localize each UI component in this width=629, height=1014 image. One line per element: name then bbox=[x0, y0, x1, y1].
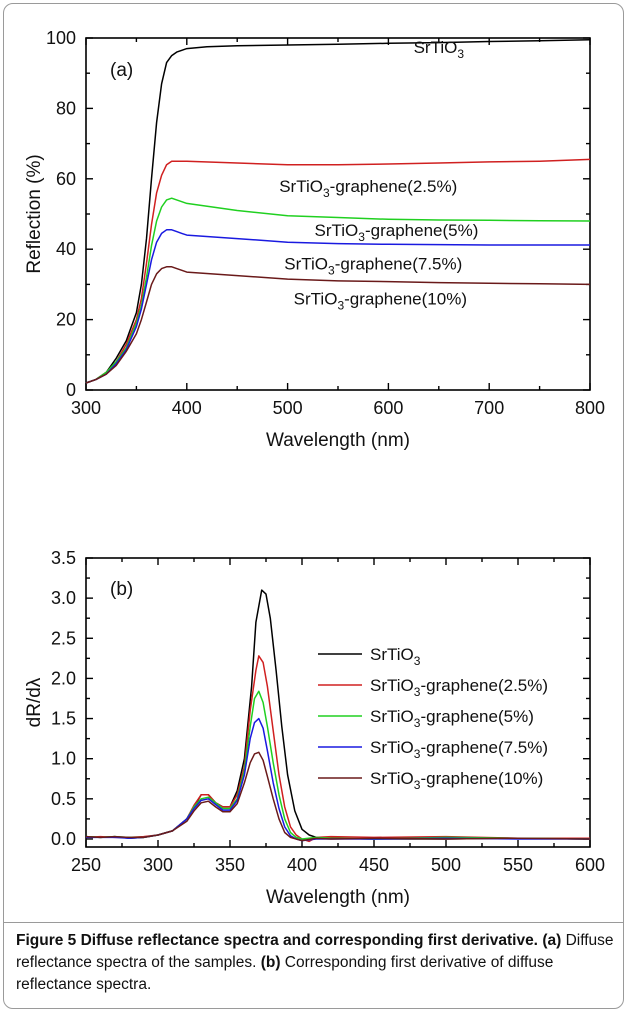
series-line-3 bbox=[85, 229, 590, 384]
series-annotation-1-base: SrTiO bbox=[279, 177, 323, 196]
y-tick-label: 0.0 bbox=[51, 829, 76, 849]
y-tick-label: 100 bbox=[46, 28, 76, 48]
y-tick-label: 3.5 bbox=[51, 548, 76, 568]
panel-b: 250 300 350 400 450 500 550 600 0.0 0.5 1.0 1.5 2.0 2… bbox=[24, 548, 605, 908]
x-tick-label: 800 bbox=[575, 398, 605, 418]
series-line-4 bbox=[85, 751, 591, 842]
plot-area-frame bbox=[85, 37, 591, 391]
y-tick-label: 3.0 bbox=[51, 588, 76, 608]
y-tick-label: 2.0 bbox=[51, 668, 76, 688]
figure-frame bbox=[3, 3, 624, 1009]
caption-title: Figure 5 Diffuse reflectance spectra and… bbox=[16, 932, 538, 949]
legend-entry-4: SrTiO3-graphene(10%) bbox=[370, 769, 543, 792]
y-tick-label: 2.5 bbox=[51, 628, 76, 648]
y-tick-label: 1.0 bbox=[51, 749, 76, 769]
legend-entry-2-suffix: -graphene(5%) bbox=[420, 707, 533, 726]
legend-entry-2-base: SrTiO bbox=[370, 707, 414, 726]
series-annotation-4-suffix: -graphene(10%) bbox=[344, 289, 467, 308]
legend-entry-1-base: SrTiO bbox=[370, 676, 414, 695]
x-tick-label: 450 bbox=[359, 855, 389, 875]
x-tick-label: 400 bbox=[287, 855, 317, 875]
plot-area-frame bbox=[85, 557, 591, 848]
y-tick-label: 40 bbox=[56, 239, 76, 259]
legend-entry-3-base: SrTiO bbox=[370, 738, 414, 757]
series-line-2 bbox=[85, 197, 591, 384]
caption-a-label: (a) bbox=[542, 932, 562, 949]
legend-entry-0: SrTiO3 bbox=[370, 645, 421, 668]
y-tick-label: 0 bbox=[66, 380, 76, 400]
series-annotation-2-suffix: -graphene(5%) bbox=[365, 221, 478, 240]
legend-entry-3: SrTiO3-graphene(7.5%) bbox=[370, 738, 548, 761]
x-axis-label: Wavelength (nm) bbox=[266, 430, 410, 451]
series-annotation-1-subscript: 3 bbox=[323, 186, 330, 200]
caption-b-label: (b) bbox=[260, 954, 281, 971]
legend-entry-1-suffix: -graphene(2.5%) bbox=[420, 676, 548, 695]
legend-entry-4-base: SrTiO bbox=[370, 769, 414, 788]
legend-entry-4-subscript: 3 bbox=[414, 778, 421, 792]
legend-entry-4-suffix: -graphene(10%) bbox=[420, 769, 543, 788]
series-annotation-0: SrTiO3 bbox=[414, 38, 465, 61]
series-annotation-2-subscript: 3 bbox=[358, 230, 365, 244]
series-annotation-4-base: SrTiO bbox=[294, 289, 338, 308]
y-axis-label: dR/dλ bbox=[24, 677, 45, 727]
x-tick-label: 500 bbox=[273, 398, 303, 418]
caption-b-text: Corresponding first derivative of diffus… bbox=[16, 954, 554, 993]
series-annotation-3-base: SrTiO bbox=[284, 254, 328, 273]
series-line-4 bbox=[85, 266, 591, 384]
series-annotation-1: SrTiO3-graphene(2.5%) bbox=[279, 177, 457, 200]
caption-separator bbox=[3, 922, 624, 923]
x-axis-label: Wavelength (nm) bbox=[266, 887, 410, 908]
series-annotation-0-base: SrTiO bbox=[414, 38, 458, 57]
legend-entry-0-subscript: 3 bbox=[414, 654, 421, 668]
series-line-0 bbox=[85, 39, 591, 384]
series-annotation-0-subscript: 3 bbox=[457, 47, 464, 61]
legend-entry-0-base: SrTiO bbox=[370, 645, 414, 664]
x-tick-label: 600 bbox=[575, 855, 605, 875]
y-tick-label: 20 bbox=[56, 310, 76, 330]
panel-label: (a) bbox=[110, 60, 133, 81]
x-tick-label: 550 bbox=[503, 855, 533, 875]
series-annotation-3-suffix: -graphene(7.5%) bbox=[335, 254, 463, 273]
legend-entry-1: SrTiO3-graphene(2.5%) bbox=[370, 676, 548, 699]
panel-a: 300 400 500 600 700 800 0 20 40 60 80 100 Wavelength… bbox=[24, 28, 605, 451]
x-tick-label: 600 bbox=[373, 398, 403, 418]
x-tick-label: 400 bbox=[172, 398, 202, 418]
legend-entry-2: SrTiO3-graphene(5%) bbox=[370, 707, 534, 730]
series-annotation-1-suffix: -graphene(2.5%) bbox=[330, 177, 458, 196]
x-tick-label: 700 bbox=[474, 398, 504, 418]
figure-charts: 300 400 500 600 700 800 0 20 40 60 80 100 Wavelength… bbox=[24, 28, 605, 908]
series-annotation-2: SrTiO3-graphene(5%) bbox=[315, 221, 479, 244]
y-axis-label: Reflection (%) bbox=[24, 154, 45, 273]
panel-label: (b) bbox=[110, 579, 133, 600]
legend-entry-3-suffix: -graphene(7.5%) bbox=[420, 738, 548, 757]
legend-entry-1-subscript: 3 bbox=[414, 685, 421, 699]
y-tick-label: 1.5 bbox=[51, 709, 76, 729]
x-tick-label: 350 bbox=[215, 855, 245, 875]
y-tick-label: 60 bbox=[56, 169, 76, 189]
series-annotation-2-base: SrTiO bbox=[315, 221, 359, 240]
series-annotation-4-subscript: 3 bbox=[337, 298, 344, 312]
series-annotation-3: SrTiO3-graphene(7.5%) bbox=[284, 254, 462, 277]
series-annotation-3-subscript: 3 bbox=[328, 263, 335, 277]
y-tick-label: 80 bbox=[56, 98, 76, 118]
legend-entry-3-subscript: 3 bbox=[414, 747, 421, 761]
x-tick-label: 250 bbox=[71, 855, 101, 875]
caption-a-text: Diffuse reflectance spectra of the sampl… bbox=[16, 932, 614, 971]
figure-caption: Figure 5 Diffuse reflectance spectra and… bbox=[16, 930, 616, 996]
x-tick-label: 300 bbox=[143, 855, 173, 875]
legend-entry-2-subscript: 3 bbox=[414, 716, 421, 730]
x-tick-label: 500 bbox=[431, 855, 461, 875]
series-line-1 bbox=[85, 158, 591, 384]
series-annotation-4: SrTiO3-graphene(10%) bbox=[294, 289, 467, 312]
y-tick-label: 0.5 bbox=[51, 789, 76, 809]
x-tick-label: 300 bbox=[71, 398, 101, 418]
